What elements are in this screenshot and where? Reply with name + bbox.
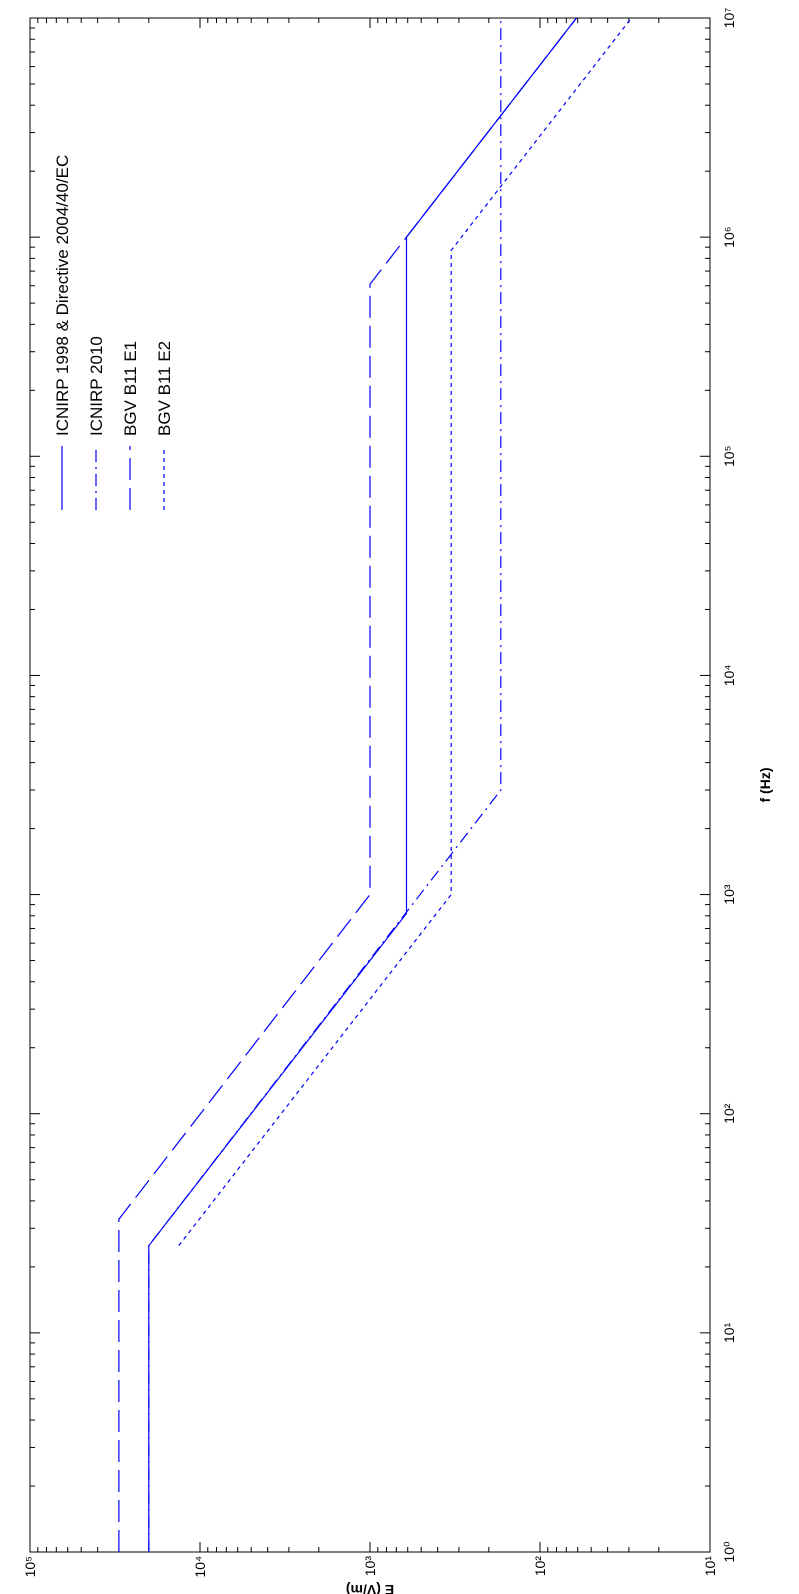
y-tick-label: 10¹	[702, 1556, 718, 1577]
x-tick-label: 10⁵	[721, 446, 737, 467]
legend-label: BGV B11 E1	[121, 341, 140, 436]
x-tick-label: 10⁷	[721, 8, 737, 29]
x-tick-label: 10²	[721, 1103, 737, 1124]
legend-label: ICNIRP 2010	[87, 336, 106, 436]
series-line	[178, 17, 632, 1247]
rotated-plot: f (Hz) E (V/m) 10⁰10¹10²10³10⁴10⁵10⁶10⁷1…	[22, 8, 773, 1594]
x-tick-label: 10⁰	[721, 1541, 737, 1563]
legend-label: ICNIRP 1998 & Directive 2004/40/EC	[53, 155, 72, 436]
series-line	[148, 18, 502, 1552]
y-tick-label: 10⁴	[192, 1556, 208, 1578]
x-tick-label: 10⁴	[721, 665, 737, 687]
y-tick-label: 10⁵	[22, 1556, 38, 1577]
y-tick-label: 10³	[362, 1556, 378, 1577]
y-axis-label: E (V/m)	[346, 1582, 394, 1594]
legend-label: BGV B11 E2	[155, 341, 174, 436]
x-tick-label: 10¹	[721, 1322, 737, 1343]
x-tick-label: 10⁶	[721, 226, 737, 247]
x-axis-label: f (Hz)	[757, 768, 773, 803]
y-tick-label: 10²	[532, 1556, 548, 1577]
series-line	[148, 17, 577, 1552]
series-line	[118, 17, 577, 1552]
x-tick-label: 10³	[721, 884, 737, 905]
